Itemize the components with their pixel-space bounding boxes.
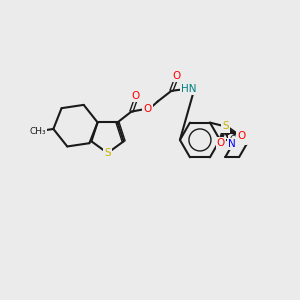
Text: S: S bbox=[104, 148, 111, 158]
Text: O: O bbox=[143, 103, 152, 113]
Text: CH₃: CH₃ bbox=[230, 136, 246, 145]
Text: O: O bbox=[132, 91, 140, 101]
Text: N: N bbox=[228, 139, 236, 149]
Text: S: S bbox=[222, 122, 229, 131]
Text: HN: HN bbox=[182, 83, 197, 94]
Text: O: O bbox=[237, 131, 246, 141]
Text: O: O bbox=[172, 71, 180, 81]
Text: O: O bbox=[217, 138, 225, 148]
Text: CH₃: CH₃ bbox=[29, 127, 46, 136]
